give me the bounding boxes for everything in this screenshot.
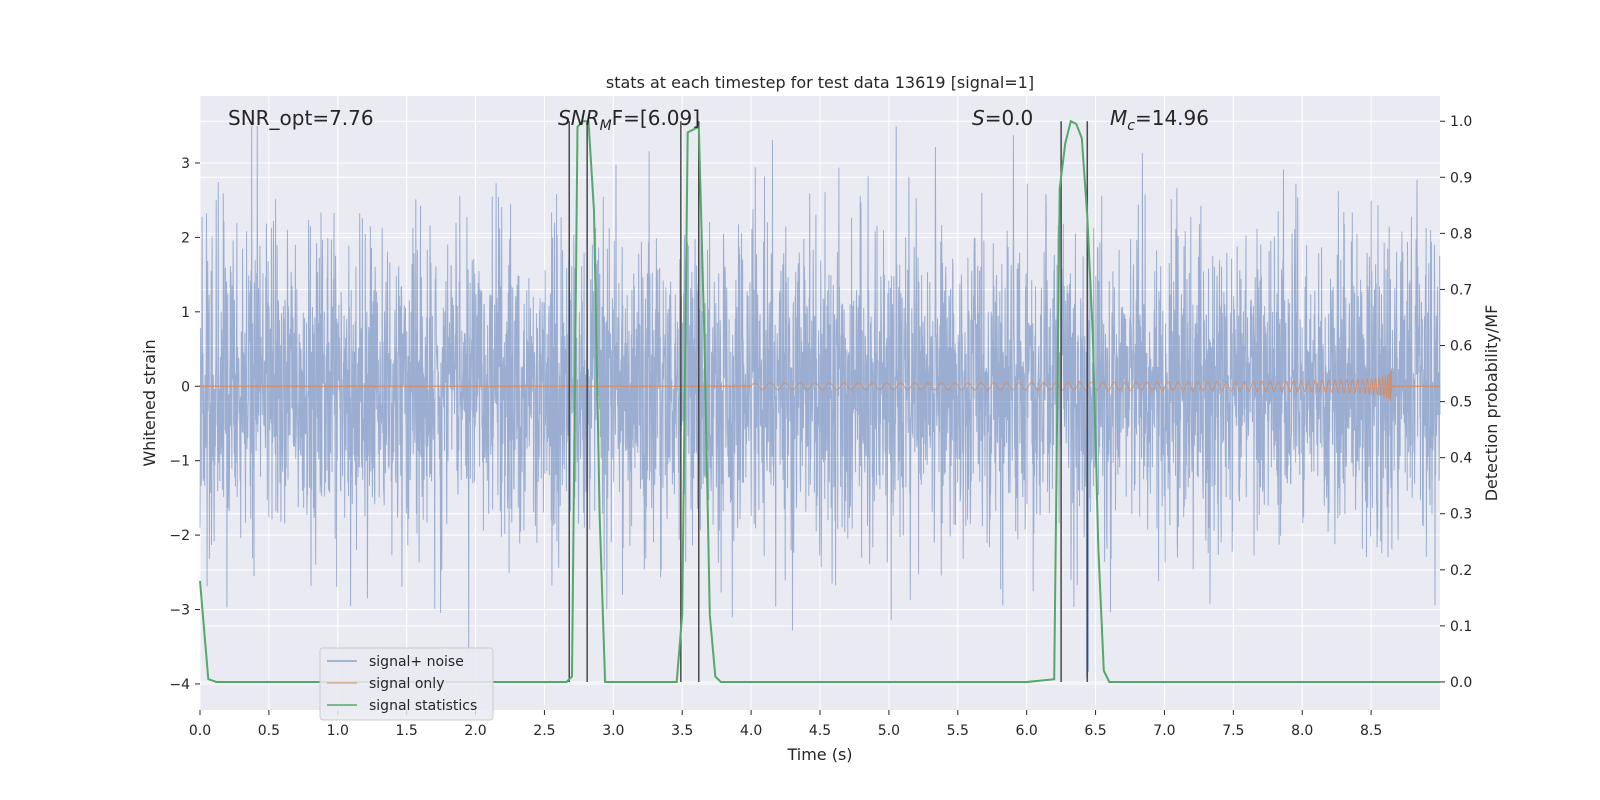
mc-main: M <box>1110 106 1127 130</box>
left-y-tick-label: 2 <box>181 230 190 246</box>
x-tick-label: 3.0 <box>602 723 624 739</box>
snr-opt-annotation: SNR_opt=7.76 <box>228 106 374 130</box>
right-y-tick-label: 0.6 <box>1450 339 1472 355</box>
x-tick-label: 6.0 <box>1016 723 1038 739</box>
right-y-tick-label: 0.8 <box>1450 226 1472 242</box>
legend-label-signal-only: signal only <box>369 676 444 692</box>
right-y-tick-label: 0.7 <box>1450 282 1472 298</box>
x-tick-label: 1.0 <box>327 723 349 739</box>
x-tick-label: 7.5 <box>1222 723 1244 739</box>
snr-mf-main: SNR <box>558 106 600 130</box>
legend: signal+ noise signal only signal statist… <box>319 647 494 721</box>
left-y-tick-label: 1 <box>181 305 190 321</box>
chart-title: stats at each timestep for test data 136… <box>606 73 1034 92</box>
x-tick-label: 8.0 <box>1291 723 1313 739</box>
snr-mf-subscript: M <box>600 118 612 134</box>
legend-label-signal-noise: signal+ noise <box>369 654 464 670</box>
right-y-tick-label: 0.0 <box>1450 675 1472 691</box>
right-y-axis-label: Detection probability/MF <box>1482 305 1501 502</box>
legend-label-signal-statistics: signal statistics <box>369 698 477 714</box>
s-rest: =0.0 <box>985 106 1034 130</box>
right-y-tick-label: 0.4 <box>1450 451 1472 467</box>
snr-mf-annotation: SNRMF=[6.09] <box>558 106 700 134</box>
left-y-tick-label: 3 <box>181 156 190 172</box>
x-tick-label: 5.0 <box>878 723 900 739</box>
mc-subscript: c <box>1127 118 1135 134</box>
left-y-tick-label: −1 <box>169 454 190 470</box>
x-tick-label: 4.0 <box>740 723 762 739</box>
x-tick-label: 4.5 <box>809 723 831 739</box>
x-tick-label: 5.5 <box>947 723 969 739</box>
signal-only-chirp <box>750 369 1393 402</box>
snr-mf-rest: F=[6.09] <box>612 106 700 130</box>
s-main: S <box>972 106 985 130</box>
s-annotation: S=0.0 <box>972 106 1033 130</box>
x-tick-label: 7.0 <box>1153 723 1175 739</box>
right-y-tick-label: 0.2 <box>1450 563 1472 579</box>
signal-only-series <box>200 369 1440 402</box>
x-tick-label: 8.5 <box>1360 723 1382 739</box>
x-tick-label: 2.5 <box>533 723 555 739</box>
right-y-axis-ticks: 1.0 0.9 0.8 0.7 0.6 0.5 0.4 0.3 0.2 0.1 0.0 <box>1440 114 1472 691</box>
right-y-tick-label: 0.3 <box>1450 507 1472 523</box>
vertical-markers <box>568 121 1089 682</box>
right-y-tick-label: 0.1 <box>1450 619 1472 635</box>
x-tick-label: 2.0 <box>464 723 486 739</box>
left-y-tick-label: −4 <box>169 677 190 693</box>
x-tick-label: 0.5 <box>258 723 280 739</box>
x-tick-label: 0.0 <box>189 723 211 739</box>
left-y-tick-label: −2 <box>169 528 190 544</box>
left-y-tick-label: −3 <box>169 603 190 619</box>
x-tick-label: 1.5 <box>396 723 418 739</box>
right-y-tick-label: 0.9 <box>1450 170 1472 186</box>
left-y-axis-ticks: 3 2 1 0 −1 −2 −3 −4 <box>169 156 200 693</box>
signal-statistics-series <box>199 119 1440 683</box>
mc-rest: =14.96 <box>1135 106 1209 130</box>
left-y-axis-label: Whitened strain <box>140 339 159 466</box>
x-tick-label: 3.5 <box>671 723 693 739</box>
mc-annotation: Mc=14.96 <box>1110 106 1209 134</box>
legend-box <box>319 647 494 721</box>
x-axis-ticks: 0.0 0.5 1.0 1.5 2.0 2.5 3.0 3.5 4.0 4.5 5.0 5.5 6.0 6… <box>189 710 1382 739</box>
left-y-tick-label: 0 <box>181 379 190 395</box>
right-y-tick-label: 1.0 <box>1450 114 1472 130</box>
x-axis-label: Time (s) <box>786 745 852 764</box>
right-y-tick-label: 0.5 <box>1450 395 1472 411</box>
signal-statistics-line <box>199 119 1440 683</box>
x-tick-label: 6.5 <box>1084 723 1106 739</box>
